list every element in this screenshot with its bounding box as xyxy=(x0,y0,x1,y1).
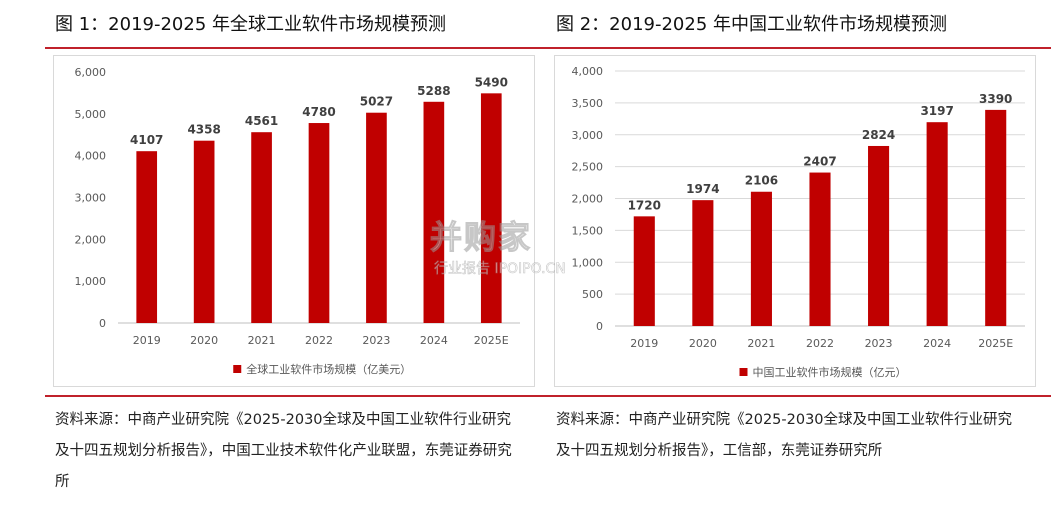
y-tick-label: 3,500 xyxy=(572,97,604,110)
data-label: 1974 xyxy=(686,182,719,196)
y-tick-label: 500 xyxy=(582,288,603,301)
y-tick-label: 1,500 xyxy=(572,224,604,237)
x-tick-label: 2021 xyxy=(248,334,276,347)
data-label: 1720 xyxy=(628,198,661,212)
bar xyxy=(926,122,948,326)
bar xyxy=(308,123,330,323)
data-label: 4358 xyxy=(187,123,220,137)
y-tick-label: 1,000 xyxy=(572,256,604,269)
data-label: 4780 xyxy=(302,105,335,119)
legend-swatch xyxy=(739,368,748,376)
bar xyxy=(193,140,215,323)
x-tick-label: 2019 xyxy=(133,334,161,347)
source-note: 资料来源：中商产业研究院《2025-2030全球及中国工业软件行业研究及十四五规… xyxy=(55,412,512,490)
bar xyxy=(868,145,890,326)
bar xyxy=(985,109,1007,326)
x-tick-label: 2019 xyxy=(630,337,658,350)
data-label: 5288 xyxy=(417,84,450,98)
source-rule xyxy=(546,395,1051,397)
bar xyxy=(633,216,655,326)
figure-title: 图 1：2019-2025 年全球工业软件市场规模预测 xyxy=(55,14,447,35)
legend-label: 全球工业软件市场规模（亿美元） xyxy=(246,362,411,376)
bar-chart-china: 0 500 1,000 1,500 2,000 2,500 3,000 3,500 4,000 1… xyxy=(572,65,1025,379)
data-label: 4561 xyxy=(245,114,278,128)
y-tick-label: 4,000 xyxy=(75,150,107,163)
chart-frame: 0 500 1,000 1,500 2,000 2,500 3,000 3,500 4,000 1… xyxy=(554,55,1036,387)
x-tick-label: 2024 xyxy=(420,334,448,347)
y-tick-label: 3,000 xyxy=(75,192,107,205)
source-rule xyxy=(45,395,550,397)
data-label: 2106 xyxy=(745,174,778,188)
x-tick-label: 2023 xyxy=(865,337,893,350)
y-tick-label: 2,000 xyxy=(572,193,604,206)
bar xyxy=(809,172,831,326)
y-tick-label: 6,000 xyxy=(75,66,107,79)
bar xyxy=(423,101,445,323)
y-tick-label: 4,000 xyxy=(572,65,604,78)
data-label: 3390 xyxy=(979,92,1012,106)
source-note: 资料来源：中商产业研究院《2025-2030全球及中国工业软件行业研究及十四五规… xyxy=(556,412,1013,459)
x-tick-label: 2020 xyxy=(689,337,717,350)
legend-label: 中国工业软件市场规模（亿元） xyxy=(753,365,907,379)
x-tick-label: 2020 xyxy=(190,334,218,347)
x-tick-label: 2025E xyxy=(474,334,509,347)
x-tick-label: 2025E xyxy=(978,337,1013,350)
x-tick-label: 2021 xyxy=(747,337,775,350)
y-tick-label: 0 xyxy=(596,320,603,333)
bar xyxy=(750,191,772,326)
y-tick-label: 3,000 xyxy=(572,129,604,142)
x-tick-label: 2022 xyxy=(305,334,333,347)
bar-chart-global: 0 1,000 2,000 3,000 4,000 5,000 6,000 4107 2019 4… xyxy=(75,66,520,376)
y-tick-label: 0 xyxy=(99,317,106,330)
data-label: 5490 xyxy=(475,75,508,89)
figure-panel-china: 图 2：2019-2025 年中国工业软件市场规模预测 0 500 1,000 1,5… xyxy=(546,0,1056,506)
y-tick-label: 2,000 xyxy=(75,233,107,246)
bar xyxy=(480,93,502,324)
y-tick-label: 2,500 xyxy=(572,161,604,174)
legend-swatch xyxy=(233,365,242,373)
data-label: 3197 xyxy=(920,104,953,118)
bar xyxy=(251,132,272,323)
title-rule xyxy=(546,47,1051,49)
x-tick-label: 2024 xyxy=(923,337,951,350)
bar xyxy=(692,200,714,326)
y-tick-label: 1,000 xyxy=(75,275,107,288)
data-label: 5027 xyxy=(360,95,393,109)
title-rule xyxy=(45,47,550,49)
bar xyxy=(366,112,387,324)
chart-frame: 0 1,000 2,000 3,000 4,000 5,000 6,000 4107 2019 4… xyxy=(53,55,535,387)
data-label: 2407 xyxy=(803,155,836,169)
y-tick-label: 5,000 xyxy=(75,108,107,121)
x-tick-label: 2022 xyxy=(806,337,834,350)
figure-panel-global: 图 1：2019-2025 年全球工业软件市场规模预测 0 1,000 2,000 3… xyxy=(45,0,555,506)
data-label: 2824 xyxy=(862,128,895,142)
data-label: 4107 xyxy=(130,133,163,147)
x-tick-label: 2023 xyxy=(362,334,390,347)
figure-title: 图 2：2019-2025 年中国工业软件市场规模预测 xyxy=(556,14,948,35)
bar xyxy=(136,151,158,323)
